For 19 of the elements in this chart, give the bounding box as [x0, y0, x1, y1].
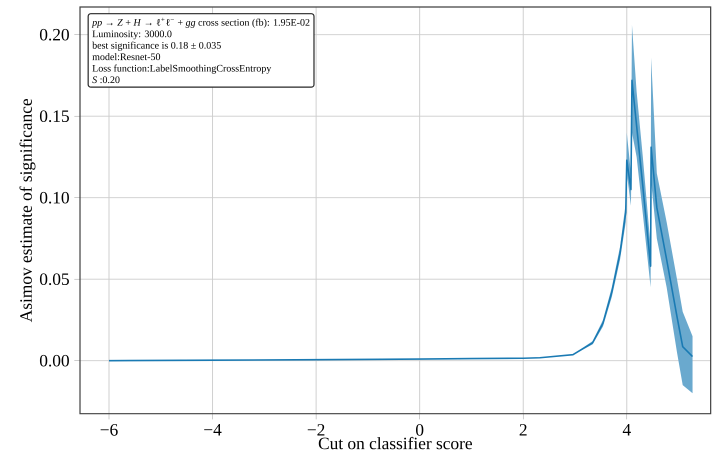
x-tick-label: 4 — [622, 424, 631, 436]
y-tick-label: 0.05 — [40, 273, 69, 286]
y-axis-title: Asimov estimate of significance — [19, 99, 36, 322]
y-tick-label: 0.20 — [40, 28, 69, 41]
annotation: Luminosity: 3000.0 — [92, 30, 172, 40]
y-tick-label: 0.10 — [40, 192, 69, 204]
annotation: Loss function:LabelSmoothingCrossEntropy — [92, 64, 272, 74]
x-tick-label: −6 — [100, 424, 118, 436]
annotation: S :0.20 — [92, 76, 120, 84]
annotation: best significance is 0.18 ± 0.035 — [92, 42, 221, 51]
y-tick-label: 0.15 — [40, 110, 69, 122]
y-tick-label: 0.00 — [40, 354, 69, 367]
x-tick-label: −4 — [204, 424, 222, 436]
text: pp → Z + H → ℓ$^{+}$ℓ$^{−}$ + gg cross section (fb): 1.95E-02 — [92, 18, 310, 28]
x-tick-label: −2 — [308, 424, 324, 436]
x-tick-label: 0 — [416, 424, 424, 436]
x-tick-label: 2 — [520, 424, 527, 436]
x-axis-title: Cut on classifier score — [318, 436, 472, 450]
annotation: model:Resnet-50 — [92, 53, 160, 60]
